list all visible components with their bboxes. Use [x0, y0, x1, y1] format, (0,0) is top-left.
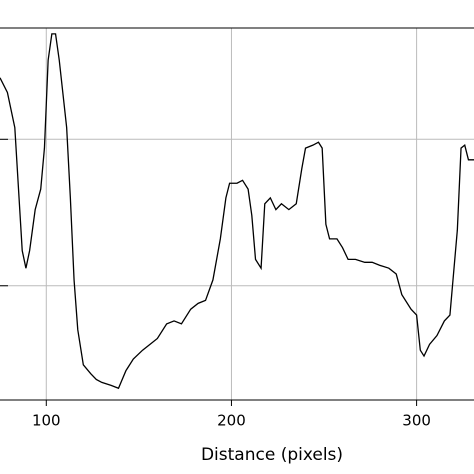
plot-frame [0, 27, 474, 401]
profile-line [0, 33, 474, 390]
x-axis-title: Distance (pixels) [201, 445, 343, 465]
x-tick-label: 300 [402, 412, 431, 430]
x-tick-label: 200 [217, 412, 246, 430]
x-tick-label: 100 [32, 412, 61, 430]
